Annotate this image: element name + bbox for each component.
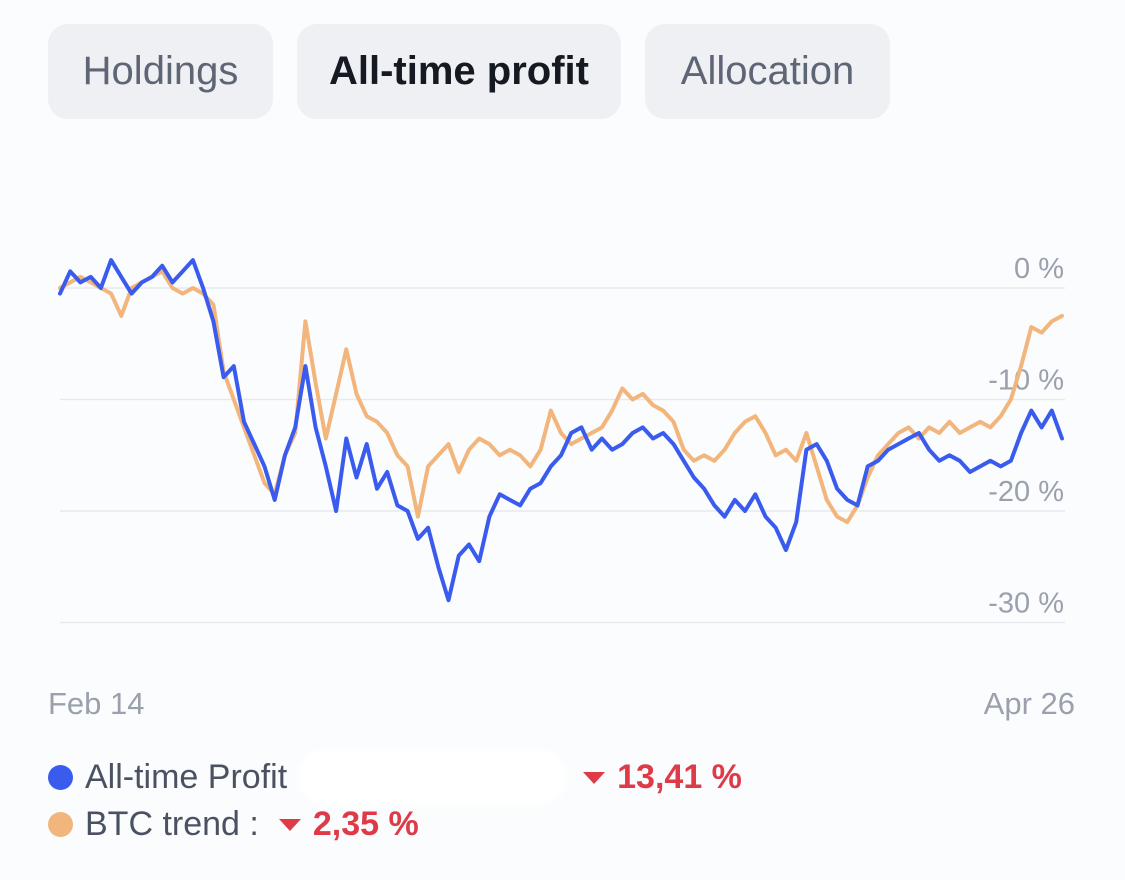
x-axis-start-label: Feb 14 bbox=[48, 686, 145, 721]
tab-holdings[interactable]: Holdings bbox=[48, 24, 273, 119]
legend-profit-label: All-time Profit bbox=[85, 758, 288, 796]
legend-btc-value: 2,35 % bbox=[312, 805, 419, 843]
series-line-btc-trend bbox=[58, 269, 1064, 525]
tab-all-time-profit[interactable]: All-time profit bbox=[297, 24, 621, 119]
x-axis-end-label: Apr 26 bbox=[983, 686, 1075, 721]
tab-allocation[interactable]: Allocation bbox=[645, 24, 890, 119]
legend-btc-label: BTC trend : bbox=[85, 805, 259, 843]
y-tick-label: -30 % bbox=[988, 588, 1064, 620]
profit-chart: 0 % -10 % -20 % -30 % bbox=[58, 253, 1065, 624]
legend-blue-dot bbox=[48, 765, 73, 790]
legend-btc-trend: BTC trend : 2,35 % bbox=[48, 805, 419, 844]
series-line-all-time-profit bbox=[58, 258, 1064, 603]
y-tick-label: -20 % bbox=[988, 476, 1064, 508]
y-tick-label: 0 % bbox=[1014, 253, 1064, 285]
legend-orange-dot bbox=[48, 812, 73, 837]
y-tick-label: -10 % bbox=[988, 365, 1064, 397]
legend-profit-value: 13,41 % bbox=[617, 758, 742, 796]
redacted-value bbox=[297, 750, 568, 805]
tab-bar: Holdings All-time profit Allocation bbox=[48, 24, 890, 119]
down-triangle-icon bbox=[278, 818, 301, 831]
down-triangle-icon bbox=[583, 771, 606, 784]
legend-all-time-profit: All-time Profit 13,41 % bbox=[48, 750, 742, 805]
